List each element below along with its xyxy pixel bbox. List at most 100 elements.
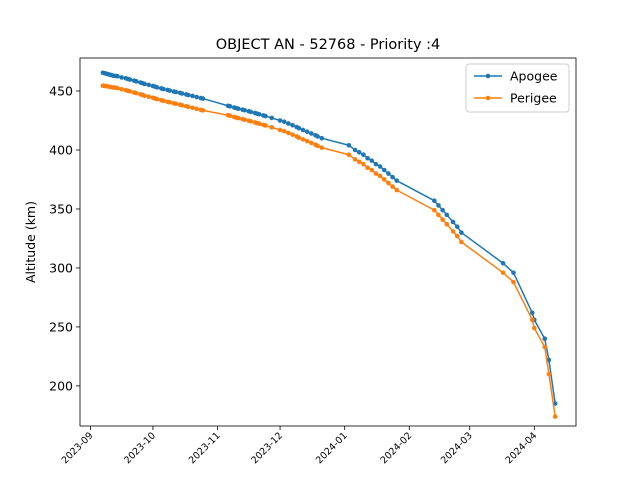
x-tick-label: 2023-09	[60, 430, 96, 466]
legend-marker-apogee	[485, 73, 491, 79]
apogee-point	[277, 118, 283, 123]
apogee-point	[286, 121, 291, 126]
perigee-point	[154, 96, 160, 102]
perigee-point	[542, 344, 548, 350]
apogee-point	[127, 77, 133, 82]
apogee-point	[315, 134, 320, 139]
y-tick-label: 350	[49, 201, 73, 216]
perigee-point	[286, 130, 291, 136]
apogee-point	[373, 161, 379, 167]
perigee-point	[346, 152, 352, 158]
perigee-point	[115, 85, 120, 91]
perigee-point	[119, 86, 124, 92]
apogee-point	[115, 73, 120, 79]
perigee-point	[281, 128, 287, 134]
perigee-point	[190, 105, 195, 111]
apogee-point	[173, 89, 179, 95]
apogee-point	[142, 81, 147, 87]
apogee-point	[248, 109, 254, 115]
perigee-point	[390, 184, 395, 189]
y-tick-label: 200	[49, 378, 73, 393]
plot-area: 200 250 300 350 400 450 2023-09 2023-10 2023-11 2…	[49, 57, 577, 466]
perigee-point	[290, 132, 295, 137]
apogee-point	[436, 203, 441, 208]
perigee-point	[444, 222, 450, 227]
perigee-point	[361, 161, 366, 167]
perigee-point	[296, 135, 302, 140]
apogee-point	[236, 106, 241, 112]
apogee-point	[161, 86, 166, 92]
apogee-point	[346, 142, 352, 148]
apogee-point	[179, 91, 185, 96]
series-apogee	[100, 70, 558, 406]
apogee-point	[542, 336, 548, 342]
perigee-point	[454, 233, 460, 239]
x-tick-label: 2023-11	[187, 430, 223, 466]
y-tick-label: 450	[49, 84, 73, 99]
legend: Apogee Perigee	[465, 63, 570, 113]
perigee-point	[440, 217, 445, 222]
perigee-point	[386, 180, 391, 186]
perigee-point	[500, 270, 506, 275]
x-tick-label: 2024-04	[504, 430, 540, 466]
x-tick-label: 2024-03	[439, 430, 475, 466]
y-tick-label: 300	[49, 260, 73, 275]
apogee-point	[119, 75, 124, 80]
perigee-point	[356, 159, 362, 165]
apogee-point	[281, 119, 287, 124]
apogee-point	[319, 135, 325, 141]
perigee-point	[146, 94, 152, 99]
apogee-point	[459, 230, 464, 235]
perigee-point	[200, 108, 206, 113]
apogee-line	[102, 72, 556, 404]
apogee-point	[394, 178, 400, 183]
apogee-point	[300, 127, 306, 133]
perigee-point	[431, 207, 437, 213]
chart-title: OBJECT AN - 52768 - Priority :4	[216, 37, 441, 53]
x-tick-label: 2024-01	[314, 430, 350, 466]
perigee-point	[194, 106, 200, 112]
apogee-point	[390, 174, 395, 180]
apogee-point	[386, 171, 391, 176]
apogee-point	[369, 158, 375, 163]
perigee-point	[242, 117, 247, 122]
perigee-point	[133, 90, 139, 96]
apogee-point	[444, 212, 450, 218]
perigee-point	[459, 239, 464, 245]
perigee-point	[161, 98, 166, 104]
perigee-point	[173, 101, 179, 107]
y-tick-label: 400	[49, 143, 73, 158]
perigee-point	[552, 414, 558, 419]
perigee-point	[300, 137, 306, 142]
apogee-point	[377, 164, 383, 169]
plot-frame	[79, 57, 577, 427]
perigee-point	[365, 165, 370, 170]
legend-label-apogee: Apogee	[510, 69, 558, 84]
perigee-point	[256, 121, 262, 126]
apogee-point	[304, 129, 310, 135]
apogee-point	[194, 94, 200, 100]
apogee-point	[431, 198, 437, 204]
perigee-point	[450, 229, 456, 234]
apogee-point	[242, 107, 247, 113]
perigee-point	[248, 119, 254, 124]
perigee-point	[511, 279, 516, 285]
series-perigee	[100, 83, 558, 419]
legend-label-perigee: Perigee	[510, 91, 557, 106]
perigee-point	[529, 317, 535, 323]
apogee-point	[450, 219, 456, 225]
apogee-point	[529, 310, 535, 316]
perigee-point	[236, 115, 241, 121]
perigee-point	[263, 123, 268, 128]
perigee-point	[373, 171, 379, 176]
y-axis-label: Altitude (km)	[23, 201, 38, 283]
apogee-point	[500, 260, 506, 266]
x-tick-label: 2023-10	[122, 430, 158, 466]
legend-marker-perigee	[485, 95, 491, 101]
apogee-point	[296, 125, 302, 131]
perigee-point	[319, 145, 325, 150]
perigee-point	[277, 127, 283, 133]
perigee-point	[436, 212, 441, 218]
apogee-point	[356, 150, 362, 155]
